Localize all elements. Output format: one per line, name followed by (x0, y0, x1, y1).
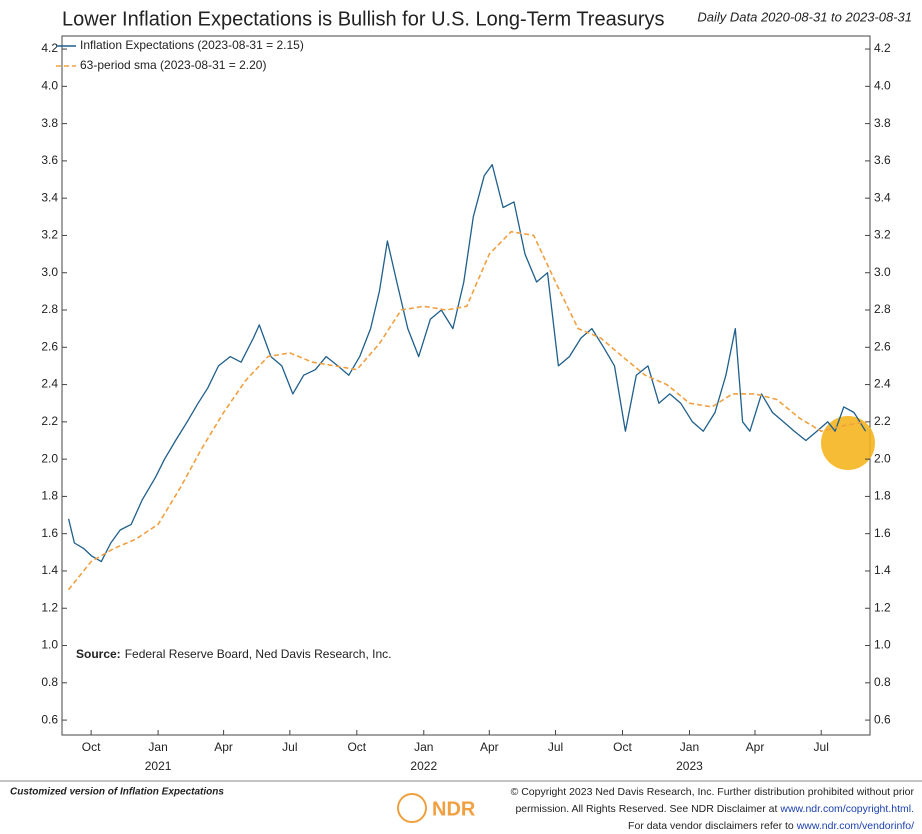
y2-tick-label: 1.4 (874, 563, 891, 577)
footer-line: For data vendor disclaimers refer to www… (628, 820, 914, 832)
x-tick-label: Jan (680, 740, 699, 754)
y2-tick-label: 3.0 (874, 265, 891, 279)
x-tick-label: Jan (148, 740, 167, 754)
y-tick-label: 3.8 (41, 116, 58, 130)
x-tick-label: Jul (548, 740, 563, 754)
y2-tick-label: 1.6 (874, 526, 891, 540)
y2-tick-label: 3.8 (874, 116, 891, 130)
y2-tick-label: 3.6 (874, 153, 891, 167)
y-tick-label: 3.0 (41, 265, 58, 279)
y-tick-label: 0.8 (41, 675, 58, 689)
footer-text: © Copyright 2023 Ned Davis Research, Inc… (511, 786, 915, 798)
x-tick-label: Jul (282, 740, 297, 754)
y2-tick-label: 1.2 (874, 600, 891, 614)
y-tick-label: 1.8 (41, 489, 58, 503)
footer-text: For data vendor disclaimers refer to (628, 820, 797, 832)
y2-tick-label: 0.6 (874, 712, 891, 726)
y-tick-label: 3.4 (41, 190, 58, 204)
y-tick-label: 2.2 (41, 414, 58, 428)
y-tick-label: 4.2 (41, 41, 58, 55)
logo-text: NDR (432, 798, 476, 820)
y2-tick-label: 2.4 (874, 377, 891, 391)
x-year-label: 2023 (676, 759, 703, 773)
legend-label: 63-period sma (2023-08-31 = 2.20) (80, 58, 266, 72)
x-year-label: 2022 (410, 759, 437, 773)
footer-copyright: © Copyright 2023 Ned Davis Research, Inc… (511, 786, 915, 832)
footer-line: © Copyright 2023 Ned Davis Research, Inc… (511, 786, 915, 798)
y2-tick-label: 2.8 (874, 302, 891, 316)
y2-tick-label: 4.0 (874, 78, 891, 92)
plot-frame (61, 35, 871, 736)
y-tick-label: 1.0 (41, 638, 58, 652)
y2-tick-label: 0.8 (874, 675, 891, 689)
y2-tick-label: 2.6 (874, 339, 891, 353)
x-tick-label: Apr (480, 740, 499, 754)
footer-text: permission. All Rights Reserved. See NDR… (515, 803, 780, 815)
y2-tick-label: 2.0 (874, 451, 891, 465)
y-tick-label: 4.0 (41, 78, 58, 92)
footer-link: www.ndr.com/vendorinfo/ (796, 820, 914, 832)
y2-tick-label: 3.2 (874, 228, 891, 242)
logo: NDR (397, 793, 476, 823)
x-tick-label: Oct (347, 740, 366, 754)
y2-tick-label: 4.2 (874, 41, 891, 55)
y2-tick-label: 3.4 (874, 190, 891, 204)
y-tick-label: 0.6 (41, 712, 58, 726)
x-tick-label: Jul (814, 740, 829, 754)
y-tick-label: 2.4 (41, 377, 58, 391)
x-tick-label: Jan (414, 740, 433, 754)
source-text: Federal Reserve Board, Ned Davis Researc… (125, 647, 392, 661)
x-tick-label: Apr (746, 740, 765, 754)
series-line (67, 230, 866, 591)
footer-link: www.ndr.com/copyright.html. (779, 803, 914, 815)
x-tick-label: Oct (613, 740, 632, 754)
chart-title: Lower Inflation Expectations is Bullish … (62, 8, 664, 30)
chart-subtitle: Daily Data 2020-08-31 to 2023-08-31 (697, 9, 912, 24)
series-line (67, 163, 867, 563)
y-tick-label: 1.2 (41, 600, 58, 614)
footer-left: Customized version of Inflation Expectat… (10, 787, 224, 798)
y-tick-label: 1.4 (41, 563, 58, 577)
x-year-label: 2021 (145, 759, 172, 773)
legend-label: Inflation Expectations (2023-08-31 = 2.1… (80, 38, 304, 52)
y2-tick-label: 2.2 (874, 414, 891, 428)
source-label: Source: (76, 647, 121, 661)
x-tick-label: Oct (82, 740, 101, 754)
logo-mark (397, 793, 427, 823)
footer-line: permission. All Rights Reserved. See NDR… (515, 803, 914, 815)
y-tick-label: 2.0 (41, 451, 58, 465)
y-tick-label: 1.6 (41, 526, 58, 540)
y2-tick-label: 1.0 (874, 638, 891, 652)
x-tick-label: Apr (214, 740, 233, 754)
y2-tick-label: 1.8 (874, 489, 891, 503)
y-tick-label: 3.6 (41, 153, 58, 167)
y-tick-label: 2.8 (41, 302, 58, 316)
source-note: Source: Federal Reserve Board, Ned Davis … (76, 647, 391, 661)
y-tick-label: 3.2 (41, 228, 58, 242)
y-tick-label: 2.6 (41, 339, 58, 353)
